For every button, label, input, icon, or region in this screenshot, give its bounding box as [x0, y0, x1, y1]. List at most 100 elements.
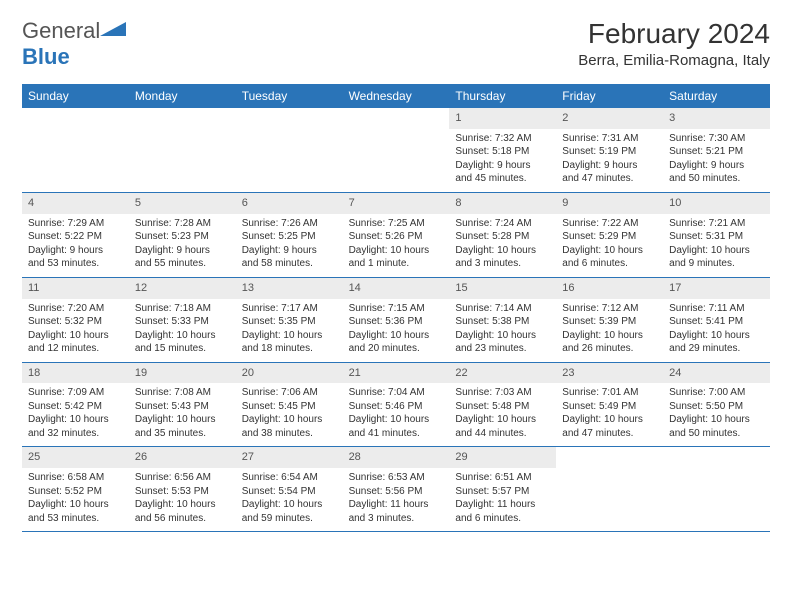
cell-line: and 47 minutes. — [562, 427, 657, 441]
cell-line: Daylight: 10 hours — [669, 244, 764, 258]
cell-line: Daylight: 9 hours — [455, 159, 550, 173]
cell-body: Sunrise: 7:22 AMSunset: 5:29 PMDaylight:… — [556, 214, 663, 277]
cell-line: Daylight: 10 hours — [349, 244, 444, 258]
cell-day-number: 14 — [343, 278, 450, 299]
cell-body: Sunrise: 7:26 AMSunset: 5:25 PMDaylight:… — [236, 214, 343, 277]
cell-line: Sunrise: 7:18 AM — [135, 302, 230, 316]
calendar-cell: 12Sunrise: 7:18 AMSunset: 5:33 PMDayligh… — [129, 278, 236, 362]
day-header-row: SundayMondayTuesdayWednesdayThursdayFrid… — [22, 84, 770, 108]
cell-line: Sunset: 5:26 PM — [349, 230, 444, 244]
cell-day-number: 17 — [663, 278, 770, 299]
cell-line: and 9 minutes. — [669, 257, 764, 271]
logo-text: GeneralBlue — [22, 18, 126, 70]
cell-line: and 23 minutes. — [455, 342, 550, 356]
calendar-cell: 13Sunrise: 7:17 AMSunset: 5:35 PMDayligh… — [236, 278, 343, 362]
cell-line: Sunset: 5:54 PM — [242, 485, 337, 499]
cell-line: Sunrise: 7:00 AM — [669, 386, 764, 400]
cell-day-number — [556, 447, 663, 468]
cell-day-number: 28 — [343, 447, 450, 468]
cell-line: Sunset: 5:52 PM — [28, 485, 123, 499]
cell-line: Daylight: 10 hours — [135, 413, 230, 427]
cell-line: Sunrise: 7:11 AM — [669, 302, 764, 316]
cell-body: Sunrise: 7:01 AMSunset: 5:49 PMDaylight:… — [556, 383, 663, 446]
cell-line: Sunset: 5:22 PM — [28, 230, 123, 244]
calendar-cell: 6Sunrise: 7:26 AMSunset: 5:25 PMDaylight… — [236, 193, 343, 277]
cell-day-number — [129, 108, 236, 129]
cell-line: and 47 minutes. — [562, 172, 657, 186]
calendar-cell: 27Sunrise: 6:54 AMSunset: 5:54 PMDayligh… — [236, 447, 343, 531]
cell-line: and 55 minutes. — [135, 257, 230, 271]
cell-line: Sunset: 5:29 PM — [562, 230, 657, 244]
day-header: Monday — [129, 84, 236, 108]
cell-body: Sunrise: 7:08 AMSunset: 5:43 PMDaylight:… — [129, 383, 236, 446]
cell-line: and 6 minutes. — [562, 257, 657, 271]
cell-day-number: 25 — [22, 447, 129, 468]
cell-line: Sunrise: 6:53 AM — [349, 471, 444, 485]
cell-day-number — [663, 447, 770, 468]
cell-body: Sunrise: 7:14 AMSunset: 5:38 PMDaylight:… — [449, 299, 556, 362]
cell-line: Sunset: 5:32 PM — [28, 315, 123, 329]
cell-line: Sunset: 5:45 PM — [242, 400, 337, 414]
cell-line: Sunset: 5:48 PM — [455, 400, 550, 414]
cell-line: Daylight: 10 hours — [242, 329, 337, 343]
cell-line: Sunset: 5:36 PM — [349, 315, 444, 329]
cell-body: Sunrise: 7:15 AMSunset: 5:36 PMDaylight:… — [343, 299, 450, 362]
cell-day-number: 4 — [22, 193, 129, 214]
cell-body: Sunrise: 7:20 AMSunset: 5:32 PMDaylight:… — [22, 299, 129, 362]
cell-body: Sunrise: 7:06 AMSunset: 5:45 PMDaylight:… — [236, 383, 343, 446]
calendar-cell — [663, 447, 770, 531]
title-block: February 2024 Berra, Emilia-Romagna, Ita… — [578, 18, 770, 69]
day-header: Tuesday — [236, 84, 343, 108]
cell-line: Daylight: 9 hours — [135, 244, 230, 258]
cell-body: Sunrise: 6:58 AMSunset: 5:52 PMDaylight:… — [22, 468, 129, 531]
week-row: 1Sunrise: 7:32 AMSunset: 5:18 PMDaylight… — [22, 108, 770, 193]
cell-body: Sunrise: 7:09 AMSunset: 5:42 PMDaylight:… — [22, 383, 129, 446]
calendar-cell: 25Sunrise: 6:58 AMSunset: 5:52 PMDayligh… — [22, 447, 129, 531]
cell-line: Sunrise: 7:28 AM — [135, 217, 230, 231]
cell-day-number: 12 — [129, 278, 236, 299]
cell-line: and 18 minutes. — [242, 342, 337, 356]
cell-line: Daylight: 10 hours — [562, 413, 657, 427]
cell-line: and 20 minutes. — [349, 342, 444, 356]
cell-line: Daylight: 10 hours — [28, 498, 123, 512]
cell-line: Sunset: 5:18 PM — [455, 145, 550, 159]
cell-day-number: 6 — [236, 193, 343, 214]
cell-day-number: 23 — [556, 363, 663, 384]
cell-line: Sunset: 5:43 PM — [135, 400, 230, 414]
cell-line: Sunrise: 7:08 AM — [135, 386, 230, 400]
cell-body: Sunrise: 7:25 AMSunset: 5:26 PMDaylight:… — [343, 214, 450, 277]
calendar-cell: 18Sunrise: 7:09 AMSunset: 5:42 PMDayligh… — [22, 363, 129, 447]
cell-line: Daylight: 10 hours — [562, 329, 657, 343]
cell-line: and 56 minutes. — [135, 512, 230, 526]
cell-day-number: 11 — [22, 278, 129, 299]
cell-line: Sunset: 5:42 PM — [28, 400, 123, 414]
cell-body: Sunrise: 7:28 AMSunset: 5:23 PMDaylight:… — [129, 214, 236, 277]
cell-line: Daylight: 9 hours — [242, 244, 337, 258]
location: Berra, Emilia-Romagna, Italy — [578, 52, 770, 69]
calendar-cell: 3Sunrise: 7:30 AMSunset: 5:21 PMDaylight… — [663, 108, 770, 192]
cell-body — [663, 468, 770, 477]
day-header: Wednesday — [343, 84, 450, 108]
cell-line: Sunset: 5:50 PM — [669, 400, 764, 414]
cell-line: Sunset: 5:57 PM — [455, 485, 550, 499]
calendar-cell: 14Sunrise: 7:15 AMSunset: 5:36 PMDayligh… — [343, 278, 450, 362]
cell-line: Sunrise: 7:26 AM — [242, 217, 337, 231]
calendar-cell: 19Sunrise: 7:08 AMSunset: 5:43 PMDayligh… — [129, 363, 236, 447]
cell-day-number: 18 — [22, 363, 129, 384]
week-row: 25Sunrise: 6:58 AMSunset: 5:52 PMDayligh… — [22, 447, 770, 532]
calendar: SundayMondayTuesdayWednesdayThursdayFrid… — [22, 84, 770, 532]
cell-line: Daylight: 10 hours — [455, 413, 550, 427]
cell-line: and 15 minutes. — [135, 342, 230, 356]
cell-body: Sunrise: 7:12 AMSunset: 5:39 PMDaylight:… — [556, 299, 663, 362]
cell-line: Daylight: 9 hours — [28, 244, 123, 258]
cell-line: Sunrise: 7:20 AM — [28, 302, 123, 316]
cell-line: and 12 minutes. — [28, 342, 123, 356]
calendar-cell: 21Sunrise: 7:04 AMSunset: 5:46 PMDayligh… — [343, 363, 450, 447]
cell-line: Sunset: 5:39 PM — [562, 315, 657, 329]
cell-line: Sunrise: 6:54 AM — [242, 471, 337, 485]
cell-line: and 59 minutes. — [242, 512, 337, 526]
weeks-container: 1Sunrise: 7:32 AMSunset: 5:18 PMDaylight… — [22, 108, 770, 532]
cell-line: Sunrise: 7:17 AM — [242, 302, 337, 316]
calendar-cell: 28Sunrise: 6:53 AMSunset: 5:56 PMDayligh… — [343, 447, 450, 531]
cell-line: and 35 minutes. — [135, 427, 230, 441]
